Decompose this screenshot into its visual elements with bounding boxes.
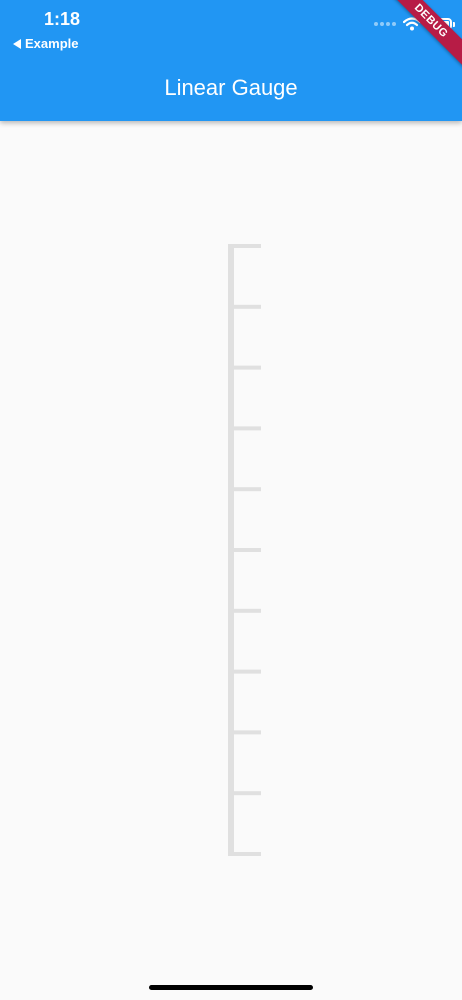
back-to-example-link[interactable]: Example	[13, 36, 78, 51]
app-bar: 1:18 Example Linear Gauge DEBUG	[0, 0, 462, 121]
page-title: Linear Gauge	[164, 75, 298, 100]
gauge-major-tick	[228, 548, 261, 552]
gauge-major-tick	[228, 608, 261, 613]
home-indicator	[149, 985, 313, 990]
gauge-major-tick	[228, 304, 261, 309]
gauge-major-tick	[228, 791, 261, 796]
signal-dots-icon	[374, 22, 396, 26]
back-link-label: Example	[25, 36, 79, 51]
linear-gauge	[228, 244, 261, 856]
status-time: 1:18	[44, 9, 81, 29]
gauge-major-tick	[228, 730, 261, 735]
gauge-major-tick	[228, 669, 261, 674]
debug-banner: DEBUG	[378, 0, 462, 74]
gauge-major-tick	[228, 487, 261, 492]
gauge-major-tick	[228, 244, 261, 248]
gauge-major-tick	[228, 852, 261, 856]
gauge-major-tick	[228, 426, 261, 431]
gauge-major-tick	[228, 365, 261, 370]
gauge-ticks	[228, 244, 261, 856]
back-arrow-icon	[13, 38, 21, 49]
